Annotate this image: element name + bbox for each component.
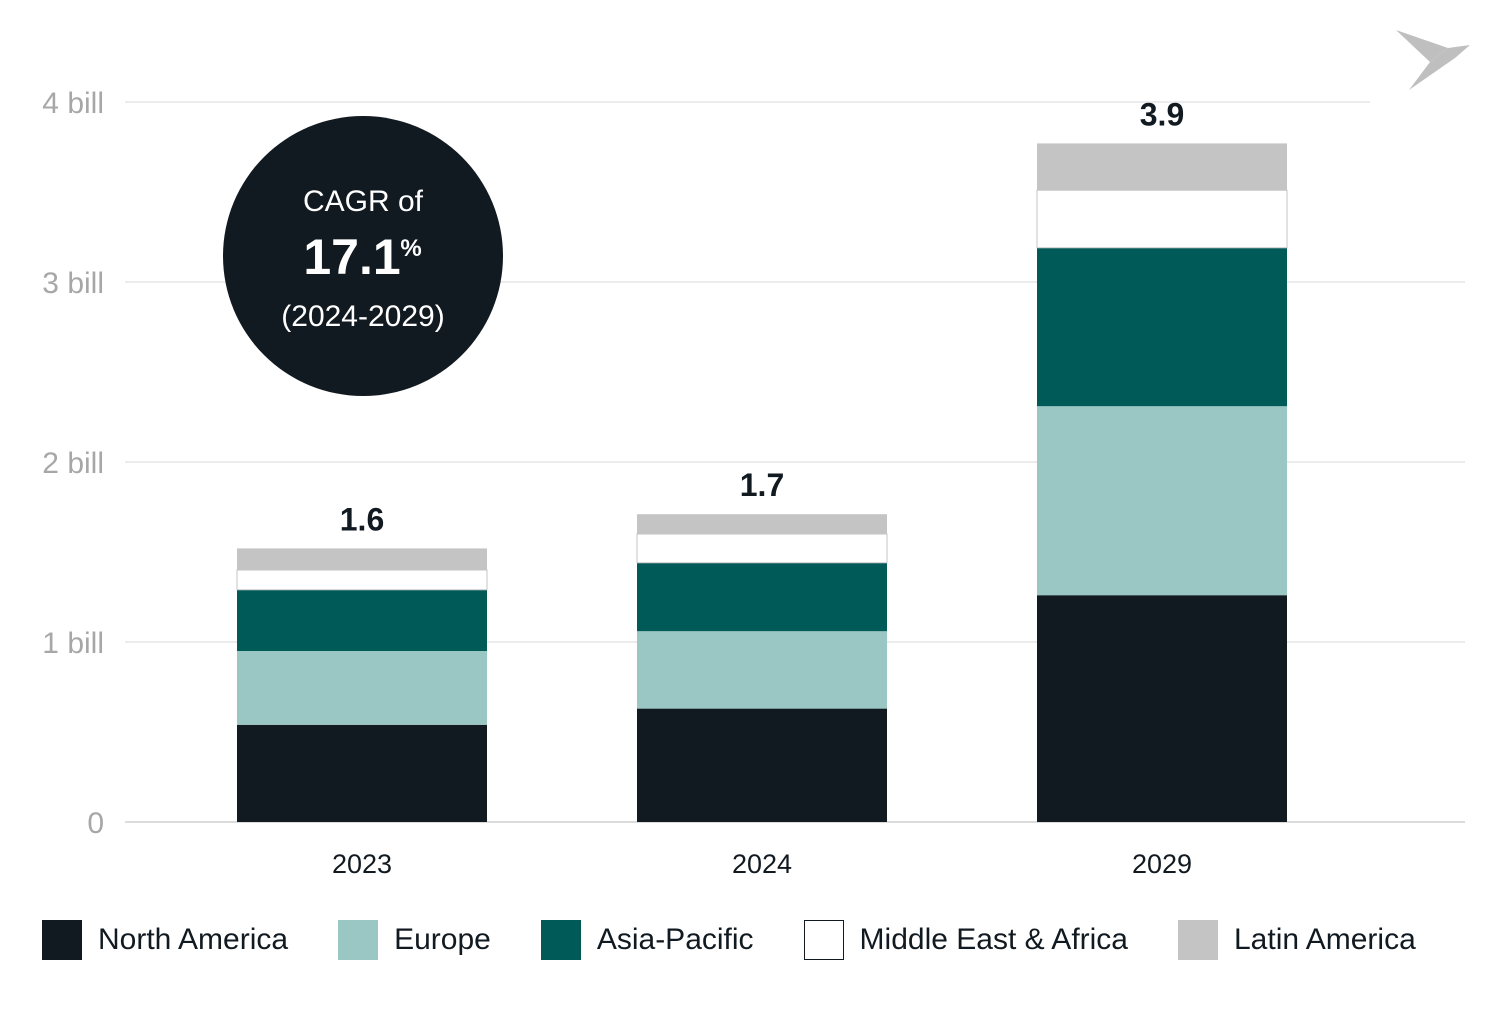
legend-swatch — [42, 920, 82, 960]
y-tick-label: 4 bill — [42, 87, 104, 120]
total-label: 1.6 — [340, 501, 384, 537]
legend-item: Middle East & Africa — [803, 920, 1128, 960]
bar-segment-middle-east-africa — [236, 569, 488, 591]
x-tick-label: 2029 — [1132, 849, 1192, 879]
cagr-circle — [223, 116, 503, 396]
legend-item: North America — [42, 920, 288, 960]
total-label: 1.7 — [740, 467, 784, 503]
legend-swatch — [803, 920, 844, 960]
y-tick-label: 0 — [87, 807, 104, 840]
legend-label: Latin America — [1234, 923, 1416, 956]
bars — [236, 143, 1288, 822]
y-tick-label: 2 bill — [42, 447, 104, 480]
x-tick-label: 2024 — [732, 849, 792, 879]
bar-segment-asia-pacific — [1037, 247, 1287, 407]
labels: 0 1 bill 2 bill 3 bill 4 bill 1.6 2023 1.7 2024 3… — [42, 87, 1192, 879]
legend-item: Asia-Pacific — [540, 920, 754, 960]
legend-swatch — [540, 920, 581, 960]
legend-label: Middle East & Africa — [859, 923, 1128, 956]
bar-segment-latin-america — [1037, 143, 1287, 191]
bar-segment-europe — [1037, 406, 1287, 596]
bar-segment-latin-america — [637, 514, 887, 534]
cagr-period: (2024-2029) — [281, 300, 444, 333]
bar-segment-europe — [637, 631, 887, 709]
x-tick-label: 2023 — [332, 849, 392, 879]
bar-segment-europe — [237, 651, 487, 725]
bar-segment-north-america — [637, 708, 887, 822]
bird-logo-icon — [1396, 30, 1470, 90]
bar-segment-north-america — [237, 724, 487, 822]
total-label: 3.9 — [1140, 96, 1184, 132]
bar-segment-asia-pacific — [237, 589, 487, 651]
y-tick-label: 1 bill — [42, 627, 104, 660]
cagr-line1: CAGR of — [303, 185, 424, 218]
legend-swatch — [1178, 920, 1218, 960]
bar-segment-north-america — [1037, 595, 1287, 822]
y-tick-label: 3 bill — [42, 267, 104, 300]
legend-swatch — [338, 920, 379, 960]
legend-item: Latin America — [1178, 920, 1416, 960]
bar-segment-middle-east-africa — [636, 533, 888, 564]
legend-label: Asia-Pacific — [596, 923, 754, 956]
legend: North America Europe Asia-Pacific Middle Ea… — [42, 920, 1466, 960]
bar-segment-asia-pacific — [637, 562, 887, 632]
bar-segment-latin-america — [237, 548, 487, 570]
legend-label: North America — [98, 923, 289, 956]
cagr-unit: % — [400, 235, 421, 262]
legend-item: Europe — [338, 920, 491, 960]
cagr-annotation: CAGR of 17.1 % (2024-2029) — [223, 116, 503, 396]
legend-label: Europe — [394, 923, 491, 956]
cagr-value: 17.1 — [303, 229, 400, 285]
bar-segment-middle-east-africa — [1036, 189, 1288, 249]
